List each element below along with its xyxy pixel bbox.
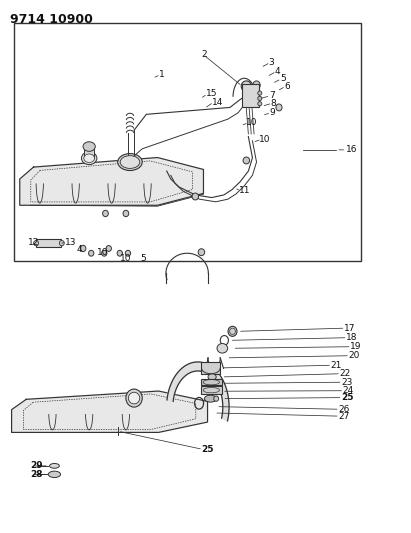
Text: 10: 10	[120, 254, 131, 263]
Text: 6: 6	[284, 82, 290, 91]
Text: 1: 1	[159, 70, 164, 79]
Bar	[201, 378, 222, 385]
Ellipse shape	[50, 464, 59, 469]
Ellipse shape	[125, 251, 131, 256]
Text: 17: 17	[344, 324, 356, 333]
Ellipse shape	[208, 374, 216, 380]
Text: 23: 23	[341, 378, 352, 387]
Text: 4: 4	[77, 245, 83, 254]
Polygon shape	[20, 158, 203, 205]
Ellipse shape	[81, 152, 97, 165]
Bar	[84, 147, 95, 158]
Text: 8: 8	[271, 99, 277, 108]
Text: 9714 10900: 9714 10900	[9, 13, 92, 27]
Text: 5: 5	[280, 74, 286, 83]
Text: 14: 14	[212, 98, 223, 107]
Ellipse shape	[214, 396, 219, 401]
Ellipse shape	[123, 211, 129, 216]
Bar	[201, 362, 220, 374]
Text: 21: 21	[330, 361, 342, 370]
Text: 25: 25	[201, 445, 214, 454]
Text: 5: 5	[140, 254, 146, 263]
Text: 10: 10	[246, 118, 258, 127]
Text: 19: 19	[351, 342, 362, 351]
Text: 10: 10	[97, 248, 109, 257]
Text: 10: 10	[259, 135, 270, 144]
Ellipse shape	[258, 96, 262, 101]
Ellipse shape	[241, 81, 252, 92]
Ellipse shape	[103, 211, 109, 216]
Ellipse shape	[48, 471, 60, 478]
Ellipse shape	[276, 104, 282, 111]
Text: 12: 12	[28, 238, 39, 247]
Text: 3: 3	[269, 58, 275, 67]
Text: 15: 15	[206, 89, 217, 98]
Ellipse shape	[204, 395, 217, 402]
Text: 29: 29	[30, 462, 43, 470]
Text: 26: 26	[338, 405, 349, 414]
Text: 4: 4	[275, 67, 281, 76]
Text: 18: 18	[346, 333, 358, 342]
Text: 20: 20	[349, 351, 360, 360]
Text: 27: 27	[338, 411, 349, 421]
Ellipse shape	[228, 326, 237, 336]
Ellipse shape	[192, 193, 199, 200]
Ellipse shape	[217, 343, 228, 353]
Ellipse shape	[106, 246, 111, 252]
Bar	[36, 239, 61, 247]
Ellipse shape	[88, 251, 94, 256]
Text: 16: 16	[346, 146, 358, 155]
Ellipse shape	[59, 240, 64, 246]
Text: 13: 13	[65, 238, 76, 247]
Ellipse shape	[83, 142, 95, 151]
Ellipse shape	[258, 91, 262, 95]
Ellipse shape	[253, 81, 260, 90]
Ellipse shape	[243, 157, 249, 164]
Text: 28: 28	[30, 470, 42, 479]
Text: 22: 22	[339, 369, 351, 378]
Ellipse shape	[128, 392, 140, 404]
Text: 25: 25	[341, 393, 353, 402]
Polygon shape	[167, 362, 229, 421]
Text: 7: 7	[269, 91, 275, 100]
Bar	[14, 22, 360, 261]
Bar	[201, 386, 222, 394]
Ellipse shape	[117, 251, 122, 256]
Ellipse shape	[84, 154, 95, 163]
Polygon shape	[12, 391, 208, 432]
Text: 11: 11	[239, 186, 250, 195]
Text: 9: 9	[270, 108, 275, 117]
Ellipse shape	[34, 240, 39, 246]
Text: 2: 2	[201, 50, 207, 59]
Ellipse shape	[258, 102, 262, 106]
Ellipse shape	[80, 245, 86, 252]
Ellipse shape	[120, 156, 140, 168]
Text: 24: 24	[343, 386, 354, 395]
Ellipse shape	[102, 251, 107, 256]
Ellipse shape	[126, 389, 142, 407]
Bar	[242, 84, 259, 108]
Ellipse shape	[118, 154, 142, 171]
Ellipse shape	[198, 249, 205, 256]
